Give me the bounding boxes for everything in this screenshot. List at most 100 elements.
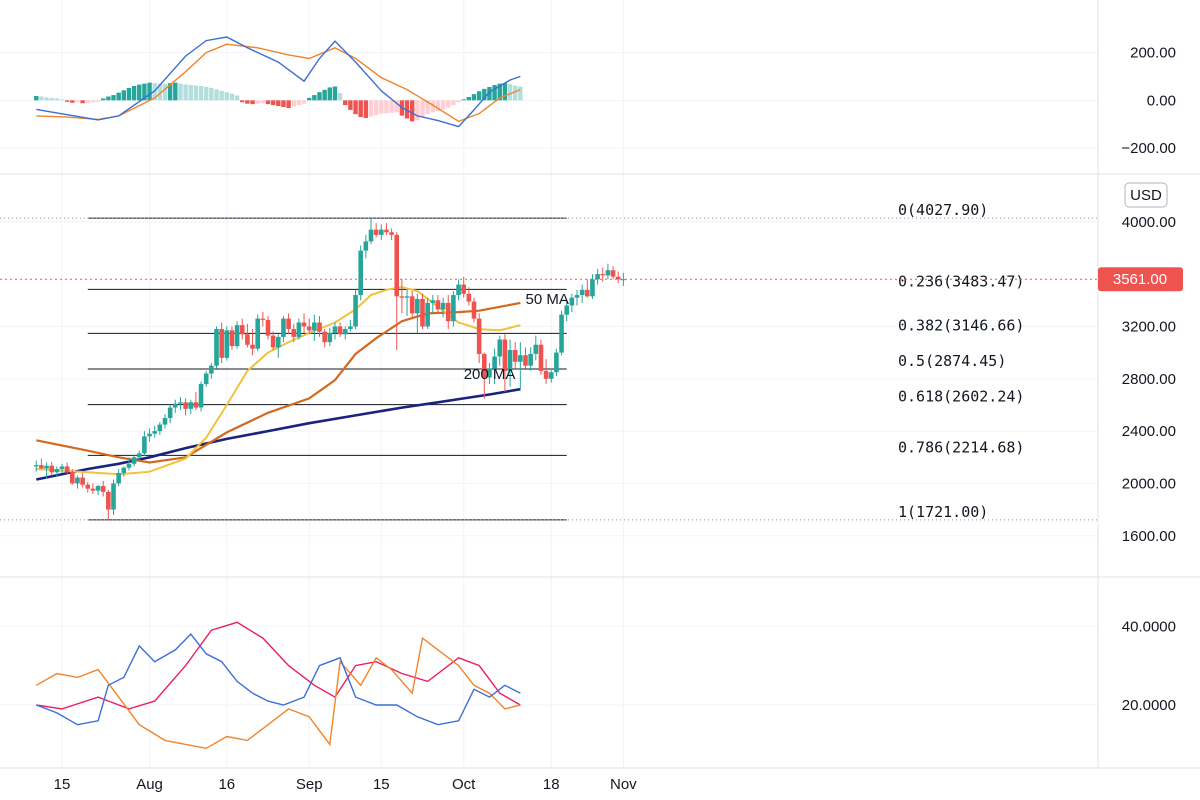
macd-histogram-bar [446, 100, 451, 108]
candle [327, 327, 333, 347]
candle-body [162, 418, 168, 425]
candle [409, 291, 415, 319]
macd-histogram-bar [482, 88, 487, 101]
macd-histogram-bar [147, 82, 152, 101]
candle-body [440, 302, 446, 310]
macd-histogram-bar [178, 83, 183, 101]
candle [533, 335, 539, 361]
macd-histogram-bar [224, 92, 229, 101]
macd-histogram-bar [106, 96, 111, 101]
candle [193, 391, 199, 411]
candle [260, 312, 266, 327]
candle-body [121, 467, 127, 473]
candle-body [111, 483, 116, 510]
candle [317, 315, 322, 337]
candle [590, 274, 595, 299]
macd-histogram-bar [245, 100, 250, 104]
candle-body [415, 298, 420, 314]
candle [203, 370, 209, 387]
candle-body [49, 465, 54, 473]
macd-histogram-bar [425, 100, 430, 115]
candle [554, 348, 559, 377]
candle [229, 326, 235, 350]
fib-level-label: 0.618(2602.24) [898, 388, 1024, 406]
ma200-line [36, 387, 521, 481]
macd-histogram-bar [101, 98, 106, 101]
candle-body [203, 373, 209, 385]
candle [487, 363, 492, 385]
candle [373, 223, 379, 238]
macd-histogram-bar [219, 90, 224, 101]
candle-body [224, 330, 230, 358]
candle [306, 318, 312, 335]
macd-histogram-bar [214, 89, 219, 101]
candle [394, 232, 400, 350]
macd-histogram-bar [121, 90, 126, 101]
macd-histogram-bar [95, 100, 101, 102]
time-scale[interactable]: 15 Aug 16 Sep 15 Oct 18 Nov [54, 776, 638, 793]
candle [234, 321, 240, 349]
candle-body [209, 365, 214, 374]
candle [461, 276, 466, 298]
candle [435, 295, 441, 314]
macd-histogram-bar [209, 87, 214, 101]
candle [451, 291, 456, 327]
candle-body [131, 457, 137, 464]
macd-histogram-bar [507, 84, 513, 101]
currency-badge[interactable]: USD [1124, 182, 1168, 208]
candle-body [409, 296, 415, 314]
candle-body [239, 325, 245, 335]
macd-histogram-bar [260, 100, 266, 104]
candle [95, 484, 101, 496]
candle [265, 315, 271, 340]
candle [312, 314, 317, 341]
candle [600, 267, 606, 282]
y-tick-label: 2400.00 [1122, 423, 1176, 440]
candle-body [178, 402, 183, 404]
candle-body [54, 469, 60, 473]
candle-body [75, 477, 80, 484]
candle-body [512, 349, 518, 362]
candle [219, 322, 224, 364]
macd-histogram-bar [404, 100, 410, 119]
macd-histogram-bar [307, 97, 312, 101]
candle-body [214, 329, 219, 366]
candle-body [476, 318, 482, 354]
candle-body [142, 436, 147, 454]
candle-body [198, 384, 204, 408]
macd-histogram-bar [440, 100, 446, 110]
macd-histogram-bar [250, 100, 255, 105]
candle [379, 224, 384, 241]
candle [116, 469, 121, 487]
candle [276, 334, 281, 358]
macd-histogram-bar [384, 100, 389, 114]
candle-body [399, 296, 405, 298]
x-tick-label: 16 [218, 776, 235, 793]
macd-histogram-bar [348, 100, 353, 110]
candle [569, 293, 575, 313]
candle-body [255, 318, 260, 349]
candle-body [173, 403, 178, 408]
candle-body [435, 300, 441, 310]
macd-histogram-bar [492, 85, 497, 101]
candle-body [136, 453, 142, 458]
candle [348, 319, 353, 332]
macd-histogram-bar [353, 100, 358, 115]
price-scale[interactable]: 200.00 0.00 −200.00 4000.00 3200.00 2800.00 24… [1121, 45, 1176, 714]
candle [75, 475, 80, 489]
macd-histogram-bar [410, 100, 415, 122]
candle [332, 322, 338, 340]
macd-histogram-bar [281, 100, 286, 108]
macd-histogram-bar [358, 100, 363, 118]
macd-histogram-bar [317, 92, 322, 101]
candle-body [33, 465, 39, 467]
macd-histogram-bar [389, 100, 394, 113]
macd-histogram-bar [167, 83, 173, 101]
macd-histogram-bar [193, 85, 199, 101]
macd-histogram-bar [312, 95, 317, 101]
candle-body [394, 234, 400, 297]
candle-body [332, 326, 338, 333]
candle-body [95, 486, 101, 491]
candle-body [615, 276, 621, 280]
macd-histogram-bar [291, 100, 296, 107]
